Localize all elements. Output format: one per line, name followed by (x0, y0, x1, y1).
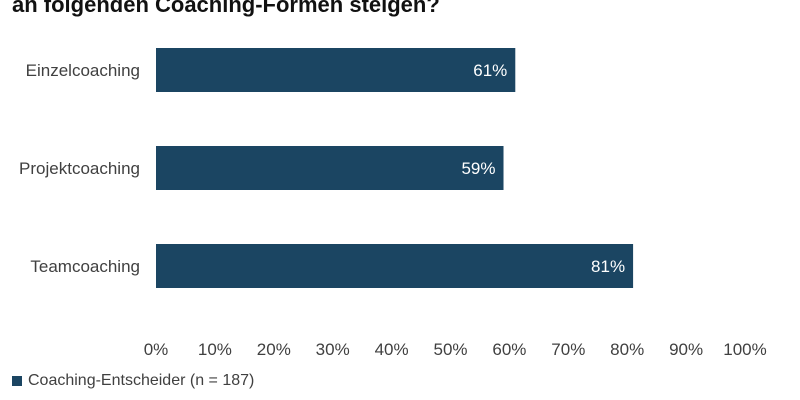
x-tick-label: 80% (610, 340, 644, 359)
bar-einzelcoaching (156, 48, 516, 92)
category-label-projektcoaching: Projektcoaching (19, 159, 140, 178)
x-tick-label: 60% (492, 340, 526, 359)
x-tick-label: 0% (144, 340, 169, 359)
category-label-teamcoaching: Teamcoaching (30, 257, 140, 276)
category-label-einzelcoaching: Einzelcoaching (26, 61, 140, 80)
x-tick-label: 20% (257, 340, 291, 359)
x-tick-label: 100% (723, 340, 766, 359)
x-tick-label: 70% (551, 340, 585, 359)
x-tick-label: 10% (198, 340, 232, 359)
legend: Coaching-Entscheider (n = 187) (12, 372, 254, 390)
x-tick-label: 50% (433, 340, 467, 359)
x-tick-label: 30% (316, 340, 350, 359)
chart-title: an folgenden Coaching-Formen steigen? (12, 0, 440, 17)
value-label-einzelcoaching: 61% (473, 61, 507, 80)
x-tick-label: 40% (375, 340, 409, 359)
bar-teamcoaching (156, 244, 634, 288)
bar-projektcoaching (156, 146, 504, 190)
value-label-projektcoaching: 59% (461, 159, 495, 178)
legend-label: Coaching-Entscheider (n = 187) (28, 372, 255, 389)
legend-swatch (12, 376, 22, 386)
value-label-teamcoaching: 81% (591, 257, 625, 276)
x-tick-label: 90% (669, 340, 703, 359)
